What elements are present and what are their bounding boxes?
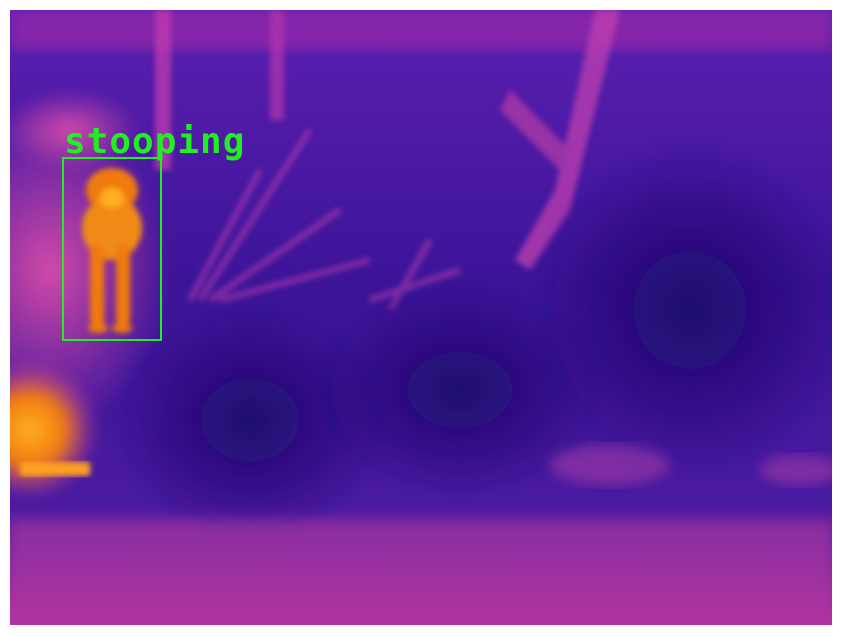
thermal-image-frame: stooping	[10, 10, 832, 625]
tree-branch	[500, 90, 570, 170]
pole	[155, 10, 171, 170]
thermal-scene	[10, 10, 832, 625]
pole	[270, 10, 284, 120]
top-band	[10, 10, 832, 50]
ground-warm	[760, 455, 832, 485]
ground-warm	[550, 445, 670, 485]
warm-area	[10, 90, 140, 170]
detection-label: stooping	[64, 121, 246, 162]
detection-bounding-box	[62, 157, 162, 341]
person-silhouette	[82, 168, 142, 333]
tree-trunk	[515, 10, 620, 270]
bush	[530, 140, 832, 480]
hot-strip	[20, 462, 90, 476]
ground	[10, 520, 832, 625]
